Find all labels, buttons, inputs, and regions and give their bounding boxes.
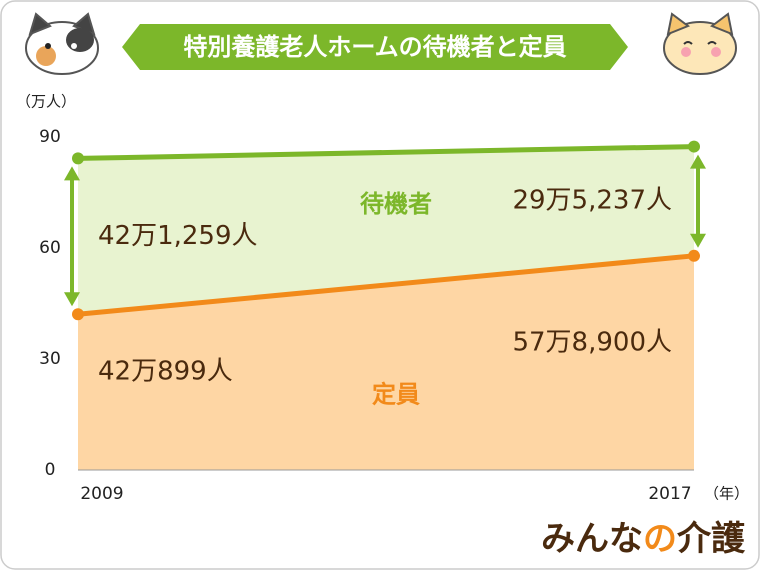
x-unit: （年）: [704, 485, 749, 503]
title-banner: 特別養護老人ホームの待機者と定員: [122, 24, 628, 70]
brand-part: の: [643, 519, 677, 559]
area: [78, 255, 694, 470]
point: [72, 308, 84, 321]
value-label: 57万8,900人: [512, 327, 672, 357]
series-name: 待機者: [360, 190, 432, 218]
x-tick-label: 2017: [648, 484, 691, 504]
point: [72, 152, 84, 165]
point: [688, 249, 700, 262]
series-name: 定員: [372, 381, 420, 409]
range-arrow: [690, 154, 706, 248]
value-label: 42万899人: [98, 357, 233, 387]
y-tick-label: 60: [39, 238, 61, 258]
brand-part: 介護: [677, 519, 746, 559]
cat-icon-right: [663, 12, 737, 75]
value-label: 29万5,237人: [512, 186, 672, 216]
cat-icon-left: [25, 12, 99, 75]
x-tick-label: 2009: [80, 484, 123, 504]
range-arrow-head: [64, 166, 80, 307]
value-label: 42万1,259人: [98, 221, 258, 251]
brand: みんなの介護: [541, 519, 746, 559]
y-tick-label: 30: [39, 349, 61, 369]
line: [77, 253, 695, 317]
chart-title: 特別養護老人ホームの待機者と定員: [183, 33, 566, 61]
y-tick-label: 90: [39, 127, 61, 147]
y-unit: （万人）: [16, 93, 76, 111]
point: [688, 140, 700, 153]
brand-part: みんな: [541, 519, 643, 559]
area: [78, 146, 694, 315]
y-tick-label: 0: [45, 460, 56, 480]
line: [77, 144, 695, 161]
range-arrow: [64, 166, 80, 307]
